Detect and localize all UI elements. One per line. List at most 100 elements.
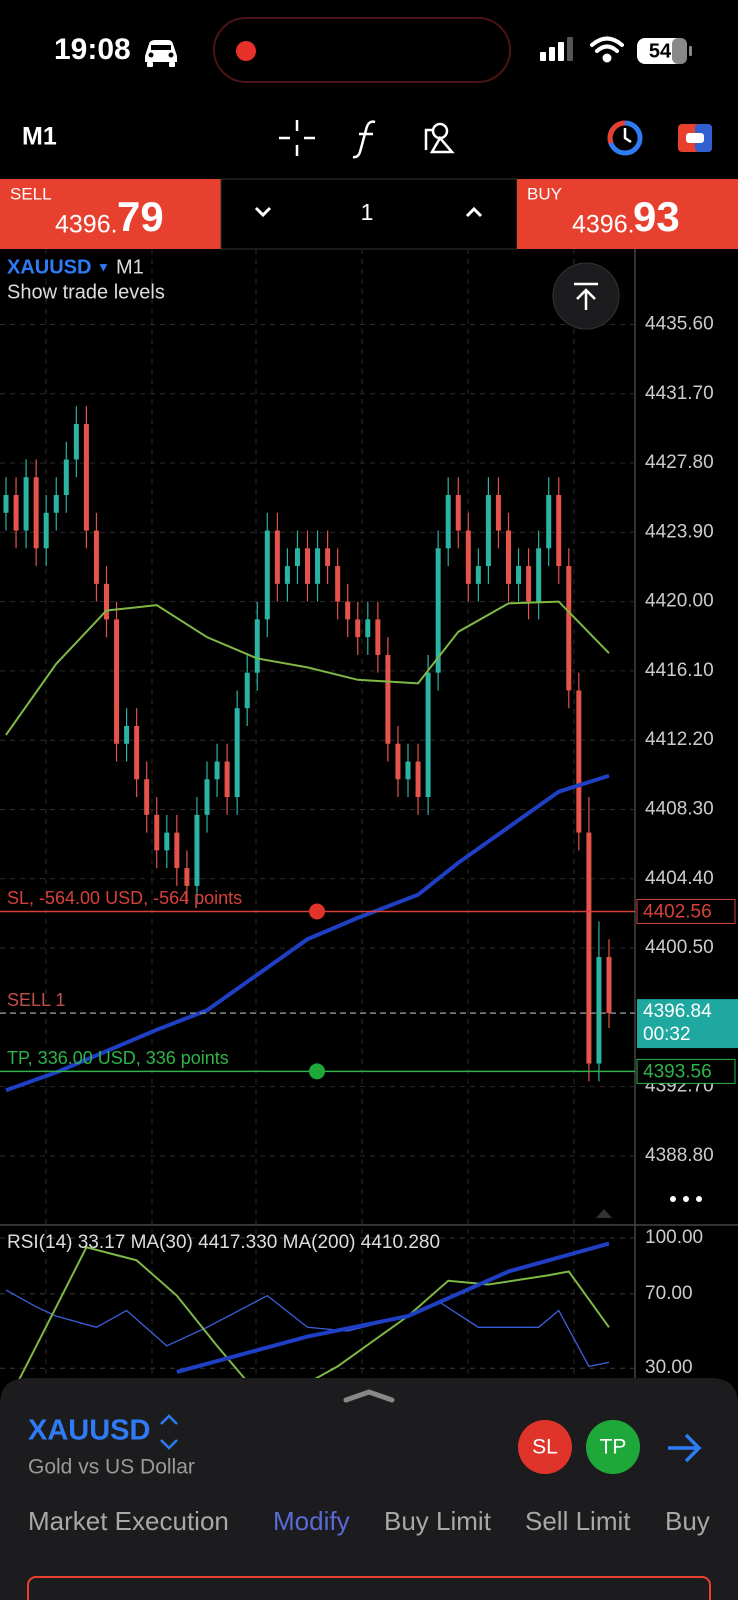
order-tab[interactable]: Buy <box>665 1506 710 1536</box>
timeframe-button[interactable]: M1 <box>22 123 57 151</box>
candle-body <box>244 672 250 709</box>
battery-empty <box>672 38 687 64</box>
candle-body <box>315 548 321 584</box>
buy-button[interactable] <box>517 179 738 249</box>
price-tick-label: 4431.70 <box>645 383 714 404</box>
objects-button[interactable] <box>424 122 455 154</box>
candle-body <box>214 761 220 780</box>
order-tab[interactable]: Buy Limit <box>384 1506 492 1536</box>
volume-value[interactable]: 1 <box>361 199 374 225</box>
candle-body <box>375 619 381 655</box>
candle-body <box>33 477 39 549</box>
candle-body <box>516 566 522 584</box>
candle-body <box>596 956 602 1064</box>
candle-body <box>134 725 140 780</box>
candle-body <box>114 619 120 744</box>
candle-body <box>415 761 421 798</box>
battery-tip <box>689 46 692 56</box>
tp-handle[interactable] <box>309 1063 325 1080</box>
candle-body <box>485 495 491 567</box>
shift-marker <box>596 1209 612 1218</box>
rsi-tick-label: 100.00 <box>645 1227 703 1248</box>
price-tick-label: 4423.90 <box>645 521 714 542</box>
candle-body <box>345 601 351 620</box>
candle-body <box>93 530 99 584</box>
order-tab[interactable]: Market Execution <box>28 1506 229 1536</box>
sell-price-fraction: 79 <box>117 193 164 240</box>
candle-body <box>475 566 481 584</box>
candle-body <box>194 814 200 886</box>
sl-button[interactable] <box>518 1420 572 1474</box>
show-trade-levels[interactable]: Show trade levels <box>7 281 165 303</box>
tp-price-box <box>636 1058 736 1084</box>
candle-body <box>43 512 49 549</box>
candle-body <box>154 814 160 851</box>
tp-button[interactable] <box>586 1420 640 1474</box>
trade-mode-button[interactable] <box>678 124 712 152</box>
chart-symbol[interactable]: XAUUSD <box>7 256 91 278</box>
tp-label: TP, 336.00 USD, 336 points <box>7 1048 229 1068</box>
scroll-icon <box>574 282 598 310</box>
sl-handle[interactable] <box>309 903 325 920</box>
rsi-tick-label: 70.00 <box>645 1283 693 1304</box>
candle-body <box>204 779 210 815</box>
candle-body <box>385 654 391 744</box>
tp-button-label: TP <box>600 1436 627 1459</box>
candle-body <box>184 868 190 886</box>
candle-body <box>63 459 69 496</box>
sl-label: SL, -564.00 USD, -564 points <box>7 888 242 908</box>
bid-price: 4396.84 <box>643 1001 712 1022</box>
candle-body <box>495 495 501 531</box>
candle-body <box>73 423 79 460</box>
sheet-handle[interactable] <box>343 1389 395 1403</box>
volume-up[interactable] <box>465 206 483 218</box>
ma200-line <box>5 773 610 1093</box>
candle-body <box>606 956 612 1014</box>
candle-body <box>164 832 170 851</box>
candle-body <box>526 566 532 602</box>
price-tick-label: 4416.10 <box>645 660 714 681</box>
price-tick-label: 4400.50 <box>645 937 714 958</box>
candle-body <box>305 548 310 584</box>
bid-price-box <box>637 999 738 1049</box>
sl-price: 4402.56 <box>643 901 712 922</box>
buy-price-main: 4396. <box>572 211 635 239</box>
candle-body <box>586 832 592 1064</box>
candle-body <box>435 548 441 673</box>
candle-body <box>3 495 9 513</box>
indicators-button[interactable] <box>352 120 376 159</box>
candle-body <box>83 423 89 531</box>
position-label: SELL 1 <box>7 990 65 1010</box>
sheet-symbol[interactable]: XAUUSD <box>28 1415 150 1447</box>
more-button[interactable] <box>670 1196 702 1202</box>
chart-overlay: 4435.60 4431.70 4427.80 4423.90 4420.00 4416.… <box>7 313 738 1378</box>
candle-body <box>53 495 59 513</box>
candle-body <box>174 832 180 869</box>
order-tab[interactable]: Modify <box>273 1506 350 1536</box>
symbol-dropdown[interactable]: ▼ <box>97 259 110 274</box>
volume-down[interactable] <box>254 206 272 218</box>
trade-history-button[interactable] <box>607 120 643 156</box>
candle-body <box>365 619 371 638</box>
candle-body <box>13 495 19 531</box>
sell-price-main: 4396. <box>55 211 118 239</box>
sl-price-box <box>636 898 736 924</box>
symbol-switch[interactable] <box>160 1414 178 1450</box>
candle-body <box>566 566 572 691</box>
sell-button[interactable] <box>0 179 221 249</box>
buy-price-fraction: 93 <box>633 193 680 240</box>
order-type-tabs: Market Execution Modify Buy Limit Sell Limi… <box>28 1506 710 1536</box>
next-arrow[interactable] <box>668 1433 702 1463</box>
sheet-description: Gold vs US Dollar <box>28 1456 195 1479</box>
candle-body <box>536 548 542 602</box>
bid-timer: 00:32 <box>643 1024 691 1045</box>
candle-body <box>355 619 361 638</box>
candle-body <box>506 530 511 584</box>
vertical-grid <box>45 249 575 1390</box>
candle-body <box>274 530 280 584</box>
order-tab[interactable]: Sell Limit <box>525 1506 631 1536</box>
candle-body <box>234 708 240 798</box>
crosshair-button[interactable] <box>279 120 315 156</box>
candle-body <box>465 530 471 584</box>
